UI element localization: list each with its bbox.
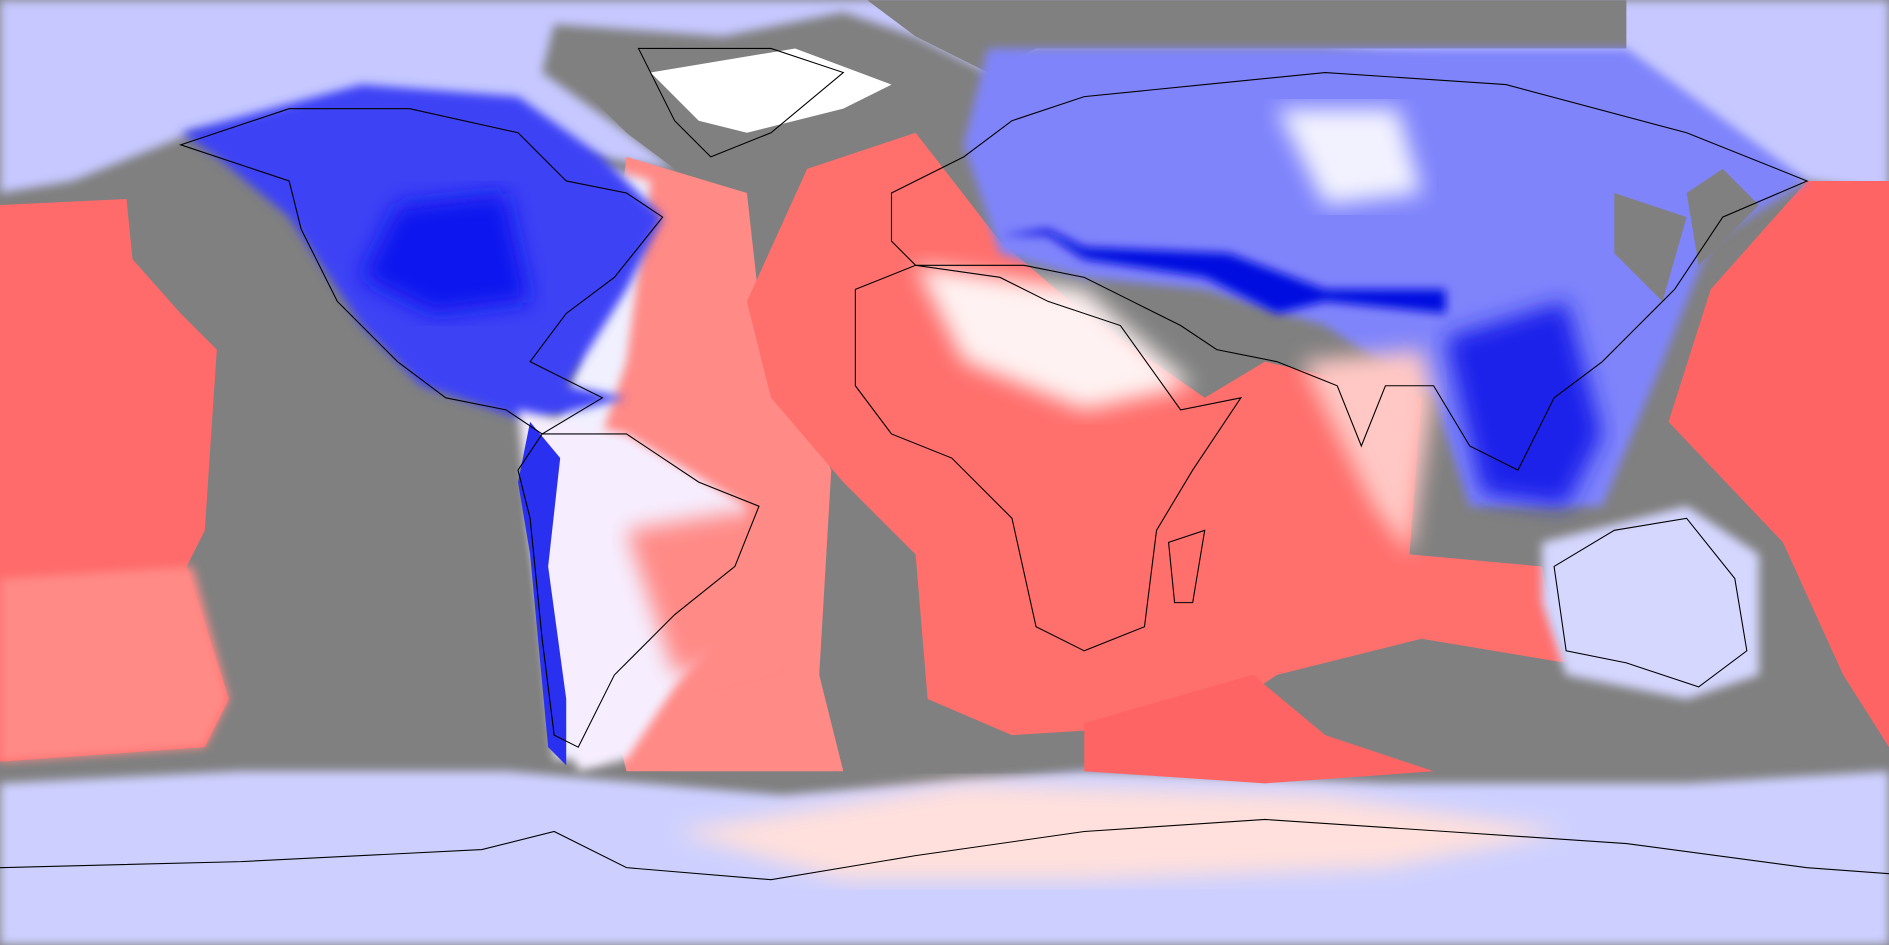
coast-eurasia xyxy=(890,71,1809,471)
coast-africa xyxy=(854,264,1243,652)
greenland-field xyxy=(650,48,892,133)
gray-patch xyxy=(867,0,1627,73)
andes-field xyxy=(518,421,567,766)
coast-south-america xyxy=(517,433,760,748)
continent-field xyxy=(1301,349,1434,555)
australia-field xyxy=(1542,506,1759,699)
southern-ocean xyxy=(1084,674,1434,784)
continent-field xyxy=(963,48,1808,507)
coast-madagascar xyxy=(1167,529,1206,604)
ocean-field xyxy=(0,566,229,762)
coast-australia xyxy=(1553,517,1748,688)
continent-field xyxy=(1277,108,1422,206)
continent-field xyxy=(361,193,531,314)
mountain-field xyxy=(999,229,1446,314)
continent-field xyxy=(518,409,747,772)
coastlines xyxy=(0,47,1889,881)
antarctic-warm xyxy=(674,783,1567,880)
sahara-field xyxy=(915,265,1193,410)
gray-patch xyxy=(554,60,892,175)
coast-antarctica xyxy=(0,818,1889,881)
gray-patch xyxy=(1614,168,1759,302)
coast-greenland xyxy=(637,47,845,158)
coast-north-america xyxy=(178,108,664,435)
ocean-field xyxy=(1668,180,1889,748)
continent-field xyxy=(626,506,772,675)
continent-field xyxy=(1445,301,1603,507)
